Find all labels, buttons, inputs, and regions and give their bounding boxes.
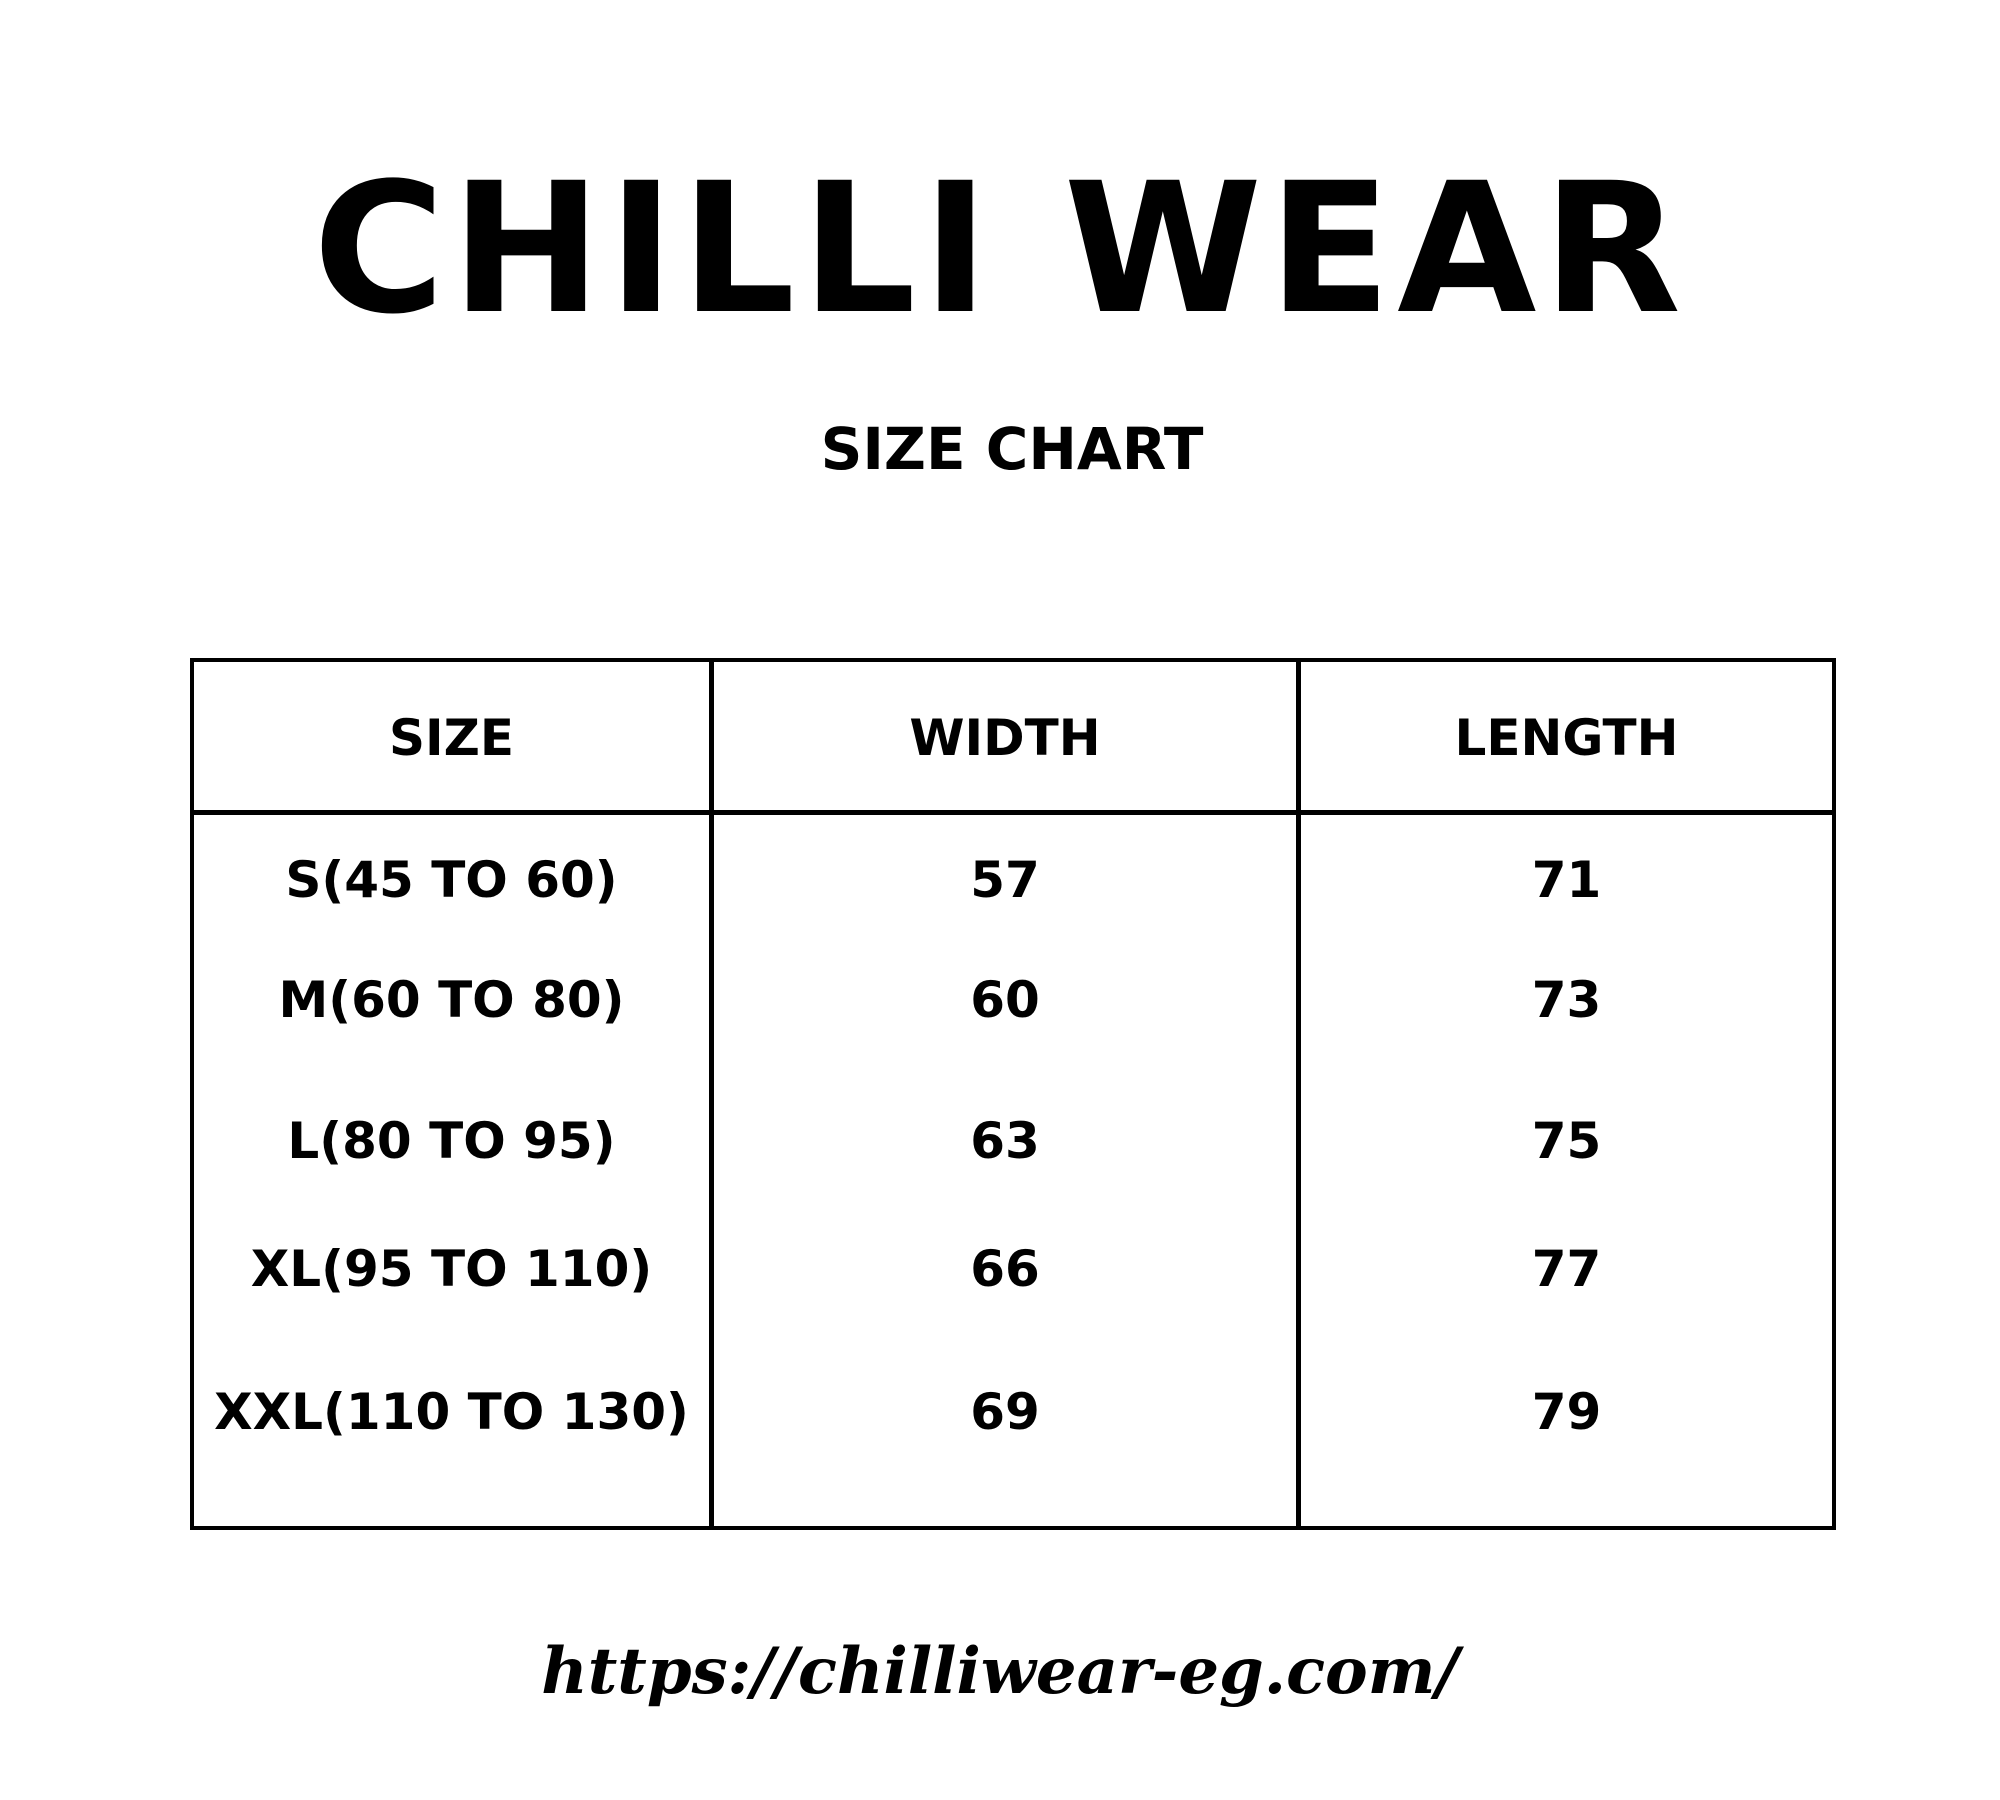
- cell-width: 60: [970, 971, 1040, 1029]
- cell-size: S(45 TO 60): [285, 851, 618, 909]
- cell-size: XL(95 TO 110): [250, 1240, 653, 1298]
- cell-size: XXL(110 TO 130): [214, 1383, 689, 1441]
- size-chart-table: SIZE WIDTH LENGTH S(45 TO 60) 57 71 M(60 TO 80…: [190, 658, 1836, 1530]
- cell-width: 66: [970, 1240, 1040, 1298]
- cell-width: 57: [970, 851, 1040, 909]
- header-width: WIDTH: [909, 709, 1101, 767]
- column-divider: [1296, 662, 1301, 1526]
- header-length: LENGTH: [1454, 709, 1679, 767]
- cell-width: 63: [970, 1112, 1040, 1170]
- cell-length: 75: [1531, 1112, 1602, 1170]
- cell-length: 71: [1531, 851, 1602, 909]
- cell-length: 79: [1531, 1383, 1602, 1441]
- column-divider: [709, 662, 714, 1526]
- header-size: SIZE: [388, 709, 515, 767]
- header-divider: [194, 810, 1832, 815]
- page-subtitle: SIZE CHART: [820, 415, 1204, 483]
- cell-size: L(80 TO 95): [287, 1112, 616, 1170]
- website-link[interactable]: https://chilliwear-eg.com/: [541, 1634, 1459, 1709]
- cell-length: 73: [1531, 971, 1602, 1029]
- cell-width: 69: [970, 1383, 1040, 1441]
- cell-length: 77: [1531, 1240, 1602, 1298]
- brand-title: CHILLI WEAR: [312, 145, 1688, 354]
- cell-size: M(60 TO 80): [278, 971, 625, 1029]
